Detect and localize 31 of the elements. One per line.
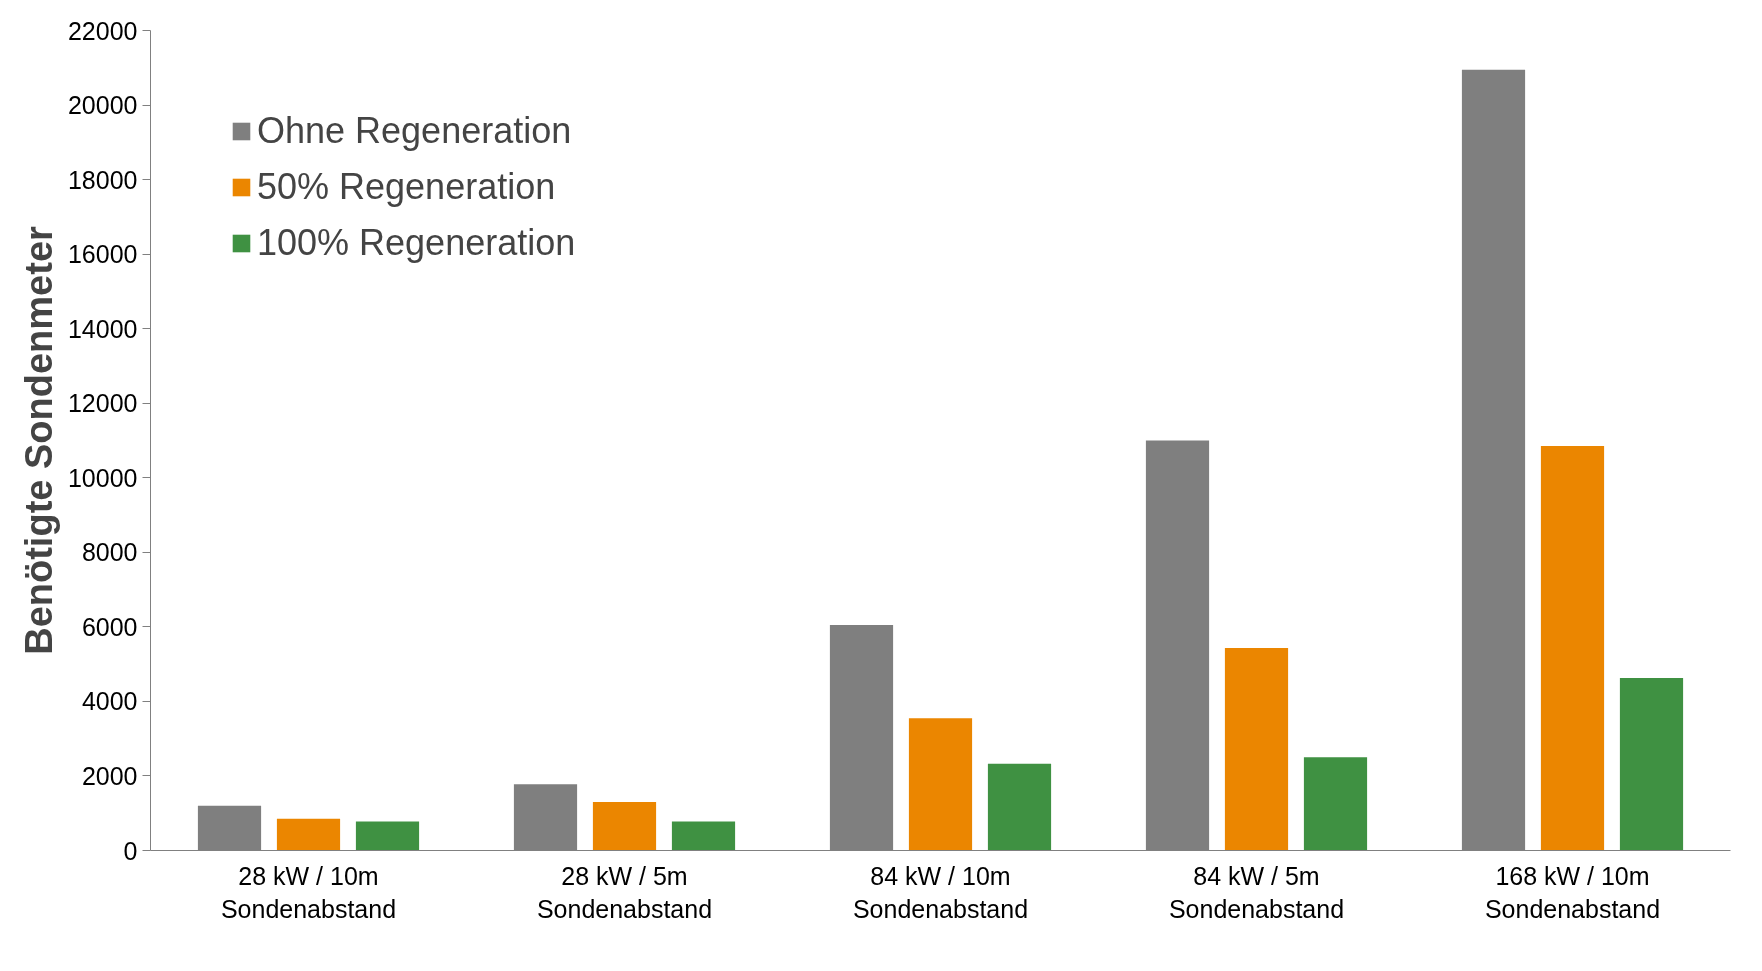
legend-label: 50% Regeneration	[257, 166, 556, 208]
x-tick-label: 28 kW / 5m Sondenabstand	[536, 861, 713, 924]
bar	[276, 818, 341, 851]
bar	[1540, 446, 1605, 851]
bar	[908, 718, 973, 851]
y-tick-label: 14000	[67, 314, 138, 343]
legend-label: Ohne Regeneration	[257, 110, 572, 152]
bar	[592, 802, 657, 851]
y-tick-label: 12000	[67, 389, 138, 418]
y-tick-label: 0	[123, 836, 138, 865]
x-tick-label: 84 kW / 5m Sondenabstand	[1168, 861, 1345, 924]
y-tick-label: 10000	[67, 463, 138, 492]
x-tick-label: 168 kW / 10m Sondenabstand	[1484, 861, 1661, 924]
x-tick-label: 84 kW / 10m Sondenabstand	[852, 861, 1029, 924]
bar	[355, 821, 420, 851]
y-tick-label: 2000	[81, 761, 138, 790]
bar	[671, 821, 736, 851]
bar	[1619, 677, 1684, 851]
y-tick-label: 18000	[67, 165, 138, 194]
y-tick-label: 20000	[67, 91, 138, 120]
y-tick-label: 16000	[67, 240, 138, 269]
bar	[1224, 648, 1289, 851]
y-axis-title: Benötigte Sondenmeter	[17, 225, 60, 655]
legend-label: 100% Regeneration	[257, 222, 576, 264]
y-tick-label: 4000	[81, 687, 138, 716]
bar	[1303, 757, 1368, 851]
x-tick-label: 28 kW / 10m Sondenabstand	[220, 861, 397, 924]
y-tick-label: 22000	[67, 16, 138, 45]
bar	[987, 763, 1052, 851]
y-tick-label: 8000	[81, 538, 138, 567]
y-tick-label: 6000	[81, 612, 138, 641]
